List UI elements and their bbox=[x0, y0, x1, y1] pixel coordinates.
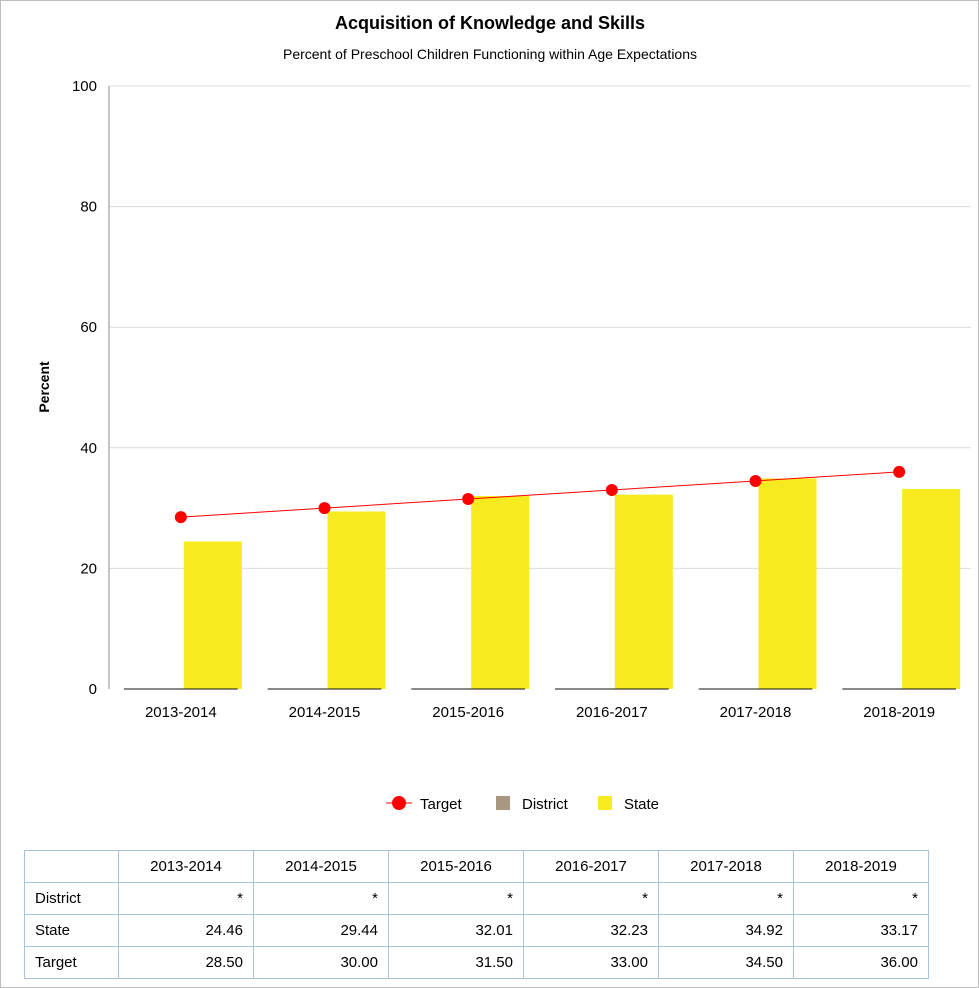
y-tick-label: 20 bbox=[80, 560, 97, 577]
bar-state[interactable] bbox=[327, 511, 386, 689]
data-table: 2013-2014 2014-2015 2015-2016 2016-2017 … bbox=[24, 850, 929, 979]
bar-state[interactable] bbox=[758, 478, 817, 689]
table-cell: 28.50 bbox=[118, 946, 254, 979]
table-header-cell: 2013-2014 bbox=[118, 850, 254, 883]
legend-item-state[interactable]: State bbox=[598, 796, 659, 813]
bar-state[interactable] bbox=[471, 495, 530, 689]
legend-item-district[interactable]: District bbox=[496, 796, 569, 813]
chart-title: Acquisition of Knowledge and Skills bbox=[335, 13, 645, 33]
target-point[interactable] bbox=[893, 465, 906, 478]
table-cell: 32.01 bbox=[388, 914, 524, 947]
y-tick-label: 100 bbox=[72, 78, 97, 95]
x-tick-label: 2018-2019 bbox=[863, 704, 935, 721]
table-header-cell: 2018-2019 bbox=[793, 850, 929, 883]
target-point[interactable] bbox=[174, 511, 187, 524]
legend-label-district: District bbox=[522, 796, 569, 813]
bar-state[interactable] bbox=[902, 488, 961, 689]
target-point[interactable] bbox=[605, 484, 618, 497]
legend-item-target[interactable]: Target bbox=[386, 796, 463, 813]
table-corner-cell bbox=[24, 850, 119, 883]
legend-label-state: State bbox=[624, 796, 659, 813]
table-cell: 34.50 bbox=[658, 946, 794, 979]
table-cell: * bbox=[523, 882, 659, 915]
bar-state[interactable] bbox=[183, 541, 242, 689]
table-cell: 32.23 bbox=[523, 914, 659, 947]
x-tick-label: 2015-2016 bbox=[432, 704, 504, 721]
table-cell: 34.92 bbox=[658, 914, 794, 947]
table-cell: * bbox=[658, 882, 794, 915]
x-tick-label: 2016-2017 bbox=[576, 704, 648, 721]
table-header-cell: 2014-2015 bbox=[253, 850, 389, 883]
table-header-row: 2013-2014 2014-2015 2015-2016 2016-2017 … bbox=[24, 850, 929, 883]
x-tick-label: 2017-2018 bbox=[720, 704, 792, 721]
table-row-target: Target 28.50 30.00 31.50 33.00 34.50 36.… bbox=[24, 946, 929, 979]
y-tick-label: 0 bbox=[89, 681, 97, 698]
table-row-label: District bbox=[24, 882, 119, 915]
table-cell: 31.50 bbox=[388, 946, 524, 979]
table-row-label: State bbox=[24, 914, 119, 947]
table-row-district: District * * * * * * bbox=[24, 882, 929, 915]
target-point[interactable] bbox=[318, 502, 331, 515]
chart: Acquisition of Knowledge and Skills Perc… bbox=[36, 13, 971, 813]
target-point[interactable] bbox=[749, 474, 762, 487]
table-header-cell: 2017-2018 bbox=[658, 850, 794, 883]
table-cell: * bbox=[793, 882, 929, 915]
table-row-label: Target bbox=[24, 946, 119, 979]
table-cell: * bbox=[253, 882, 389, 915]
table-header-cell: 2016-2017 bbox=[523, 850, 659, 883]
x-tick-label: 2013-2014 bbox=[145, 704, 217, 721]
y-tick-label: 80 bbox=[80, 199, 97, 216]
table-cell: * bbox=[388, 882, 524, 915]
x-tick-label: 2014-2015 bbox=[289, 704, 361, 721]
table-cell: 30.00 bbox=[253, 946, 389, 979]
table-header-cell: 2015-2016 bbox=[388, 850, 524, 883]
table-cell: 29.44 bbox=[253, 914, 389, 947]
target-point[interactable] bbox=[462, 493, 475, 506]
table-row-state: State 24.46 29.44 32.01 32.23 34.92 33.1… bbox=[24, 914, 929, 947]
y-tick-label: 40 bbox=[80, 440, 97, 457]
y-axis-title: Percent bbox=[36, 361, 52, 413]
legend: Target District State bbox=[386, 796, 659, 813]
chart-subtitle: Percent of Preschool Children Functionin… bbox=[283, 46, 697, 62]
table-cell: * bbox=[118, 882, 254, 915]
legend-label-target: Target bbox=[420, 796, 463, 813]
table-cell: 24.46 bbox=[118, 914, 254, 947]
table-cell: 36.00 bbox=[793, 946, 929, 979]
table-cell: 33.17 bbox=[793, 914, 929, 947]
table-cell: 33.00 bbox=[523, 946, 659, 979]
target-line bbox=[180, 471, 900, 518]
bar-state[interactable] bbox=[614, 494, 673, 689]
y-tick-label: 60 bbox=[80, 319, 97, 336]
